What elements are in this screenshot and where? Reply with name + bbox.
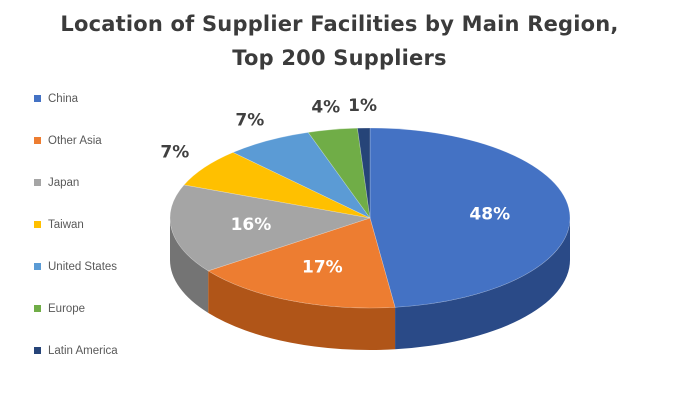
data-label-china: 48%	[469, 205, 510, 225]
pie-slice-taiwan	[183, 152, 371, 219]
legend-label-china: China	[48, 93, 79, 105]
data-label-japan: 16%	[231, 215, 272, 235]
legend-swatch-japan	[34, 179, 41, 186]
legend-swatch-taiwan	[34, 221, 41, 228]
pie-slice-china	[369, 127, 571, 308]
pie-slice-japan	[169, 184, 371, 272]
legend-label-europe: Europe	[48, 303, 86, 315]
data-label-taiwan: 7%	[160, 142, 189, 162]
chart-subtitle: Top 200 Suppliers	[232, 46, 447, 70]
legend-label-taiwan: Taiwan	[48, 219, 84, 231]
chart-title: Location of Supplier Facilities by Main …	[60, 12, 619, 36]
pie-slice-europe	[307, 127, 371, 219]
data-label-latin-america: 1%	[348, 96, 377, 116]
legend-swatch-europe	[34, 305, 41, 312]
pie-side-other-asia	[208, 270, 396, 350]
legend-swatch-china	[34, 95, 41, 102]
legend-swatch-latin-america	[34, 347, 41, 354]
legend-label-latin-america: Latin America	[48, 345, 118, 357]
legend-label-other-asia: Other Asia	[48, 135, 102, 147]
legend-label-united-states: United States	[48, 261, 118, 273]
data-label-europe: 4%	[311, 98, 340, 118]
pie-side-japan	[170, 218, 209, 313]
pie-side-china	[395, 218, 570, 350]
data-label-united-states: 7%	[235, 111, 264, 131]
legend-label-japan: Japan	[48, 177, 80, 189]
pie-slice-united-states	[232, 132, 371, 219]
data-label-other-asia: 17%	[302, 258, 343, 278]
legend-swatch-other-asia	[34, 137, 41, 144]
pie-slice-latin-america	[357, 127, 371, 219]
pie-slice-other-asia	[207, 217, 396, 309]
legend-swatch-united-states	[34, 263, 41, 270]
